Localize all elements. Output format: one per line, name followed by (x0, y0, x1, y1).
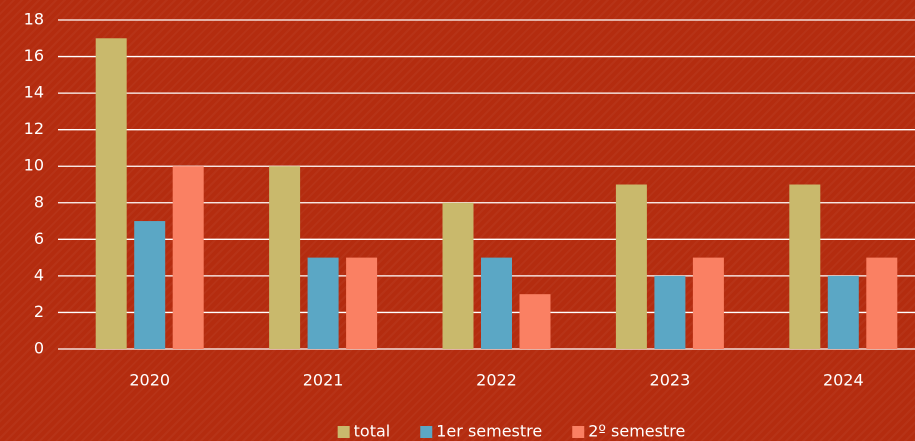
bar (692, 257, 724, 349)
bar (95, 38, 127, 350)
bar (172, 166, 204, 349)
y-tick-label: 8 (34, 192, 44, 211)
legend-swatch (572, 426, 585, 438)
x-tick-label: 2021 (303, 371, 344, 390)
bar (307, 257, 339, 349)
x-tick-label: 2023 (650, 371, 691, 390)
legend-swatch (337, 426, 350, 438)
y-tick-label: 14 (24, 83, 44, 102)
y-tick-label: 4 (34, 265, 44, 284)
bar (866, 257, 898, 349)
y-tick-label: 2 (34, 302, 44, 321)
legend-label: 2º semestre (588, 422, 685, 441)
bar (442, 202, 474, 349)
legend-swatch (420, 426, 433, 438)
bar (827, 275, 859, 349)
x-tick-label: 2020 (129, 371, 170, 390)
y-tick-label: 18 (24, 10, 44, 29)
y-tick-label: 10 (24, 156, 44, 175)
bar (615, 184, 647, 349)
bar (269, 166, 301, 349)
bar (481, 257, 512, 349)
bar (134, 221, 166, 349)
x-tick-label: 2024 (823, 371, 864, 390)
bar (519, 294, 551, 349)
bar (654, 275, 686, 349)
legend-label: 1er semestre (436, 422, 542, 441)
y-tick-label: 12 (24, 119, 44, 138)
y-tick-label: 0 (34, 339, 44, 358)
bar (789, 184, 821, 349)
legend-label: total (354, 422, 391, 441)
y-tick-label: 16 (24, 46, 44, 65)
bar (346, 257, 378, 349)
x-tick-label: 2022 (476, 371, 517, 390)
y-tick-label: 6 (34, 229, 44, 248)
